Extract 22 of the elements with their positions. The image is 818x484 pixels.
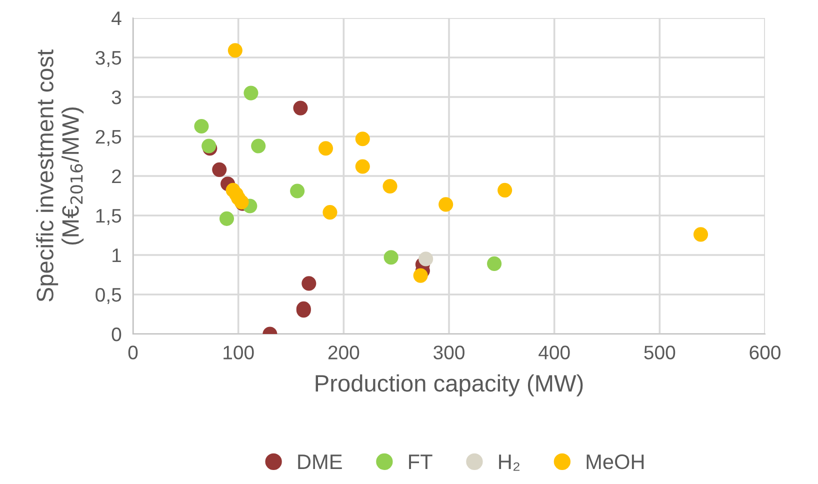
y-tick-label: 0 (112, 327, 122, 342)
x-tick-label: 300 (434, 346, 464, 360)
y-tick-label: 1 (112, 248, 121, 262)
x-tick-label: 100 (224, 346, 254, 360)
legend-label: MeOH (586, 454, 644, 470)
y-tick-label: 0,5 (96, 288, 122, 304)
x-tick-label: 500 (644, 346, 676, 360)
legend-label: DME (298, 454, 342, 469)
y-tick-label: 2,5 (96, 130, 122, 146)
x-tick-label: 200 (328, 346, 360, 360)
y-tick-label: 1,5 (96, 209, 122, 226)
x-tick-label: 600 (750, 346, 780, 360)
legend-label: FT (409, 454, 432, 469)
legend-label: H₂ (499, 454, 520, 471)
x-tick-label: 0 (128, 346, 138, 360)
y-tick-label: 4 (112, 12, 122, 26)
y-tick-label: 3,5 (96, 50, 122, 68)
y-axis-title: Specific investment cost (M€$_{2016}$/MW) (36, 50, 84, 302)
x-tick-label: 400 (538, 346, 570, 360)
y-tick-label: 3 (112, 90, 122, 104)
y-tick-label: 2 (112, 169, 121, 184)
x-axis-title: Production capacity (MW) (316, 374, 583, 396)
